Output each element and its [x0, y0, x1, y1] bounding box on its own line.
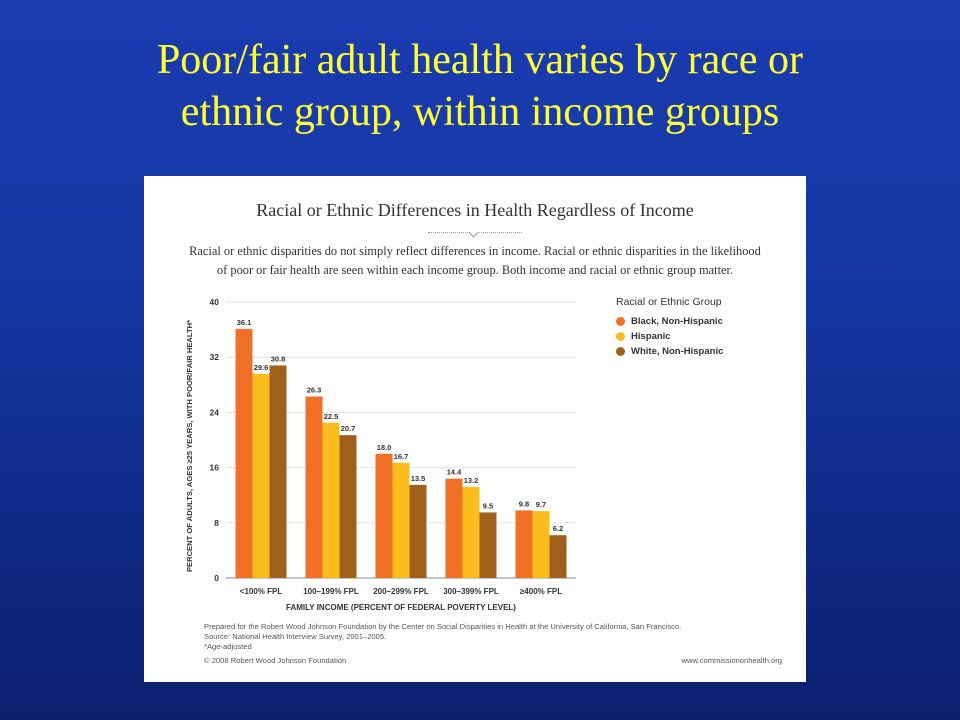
bar-white-non-hispanic-1 — [269, 365, 287, 578]
y-tick-label-0: 0 — [214, 573, 219, 583]
bar-black-non-hispanic-5 — [515, 510, 533, 578]
legend-swatch-black-non-hispanic — [616, 317, 625, 326]
bar-hispanic-2 — [322, 422, 340, 578]
bar-black-non-hispanic-2 — [305, 396, 323, 578]
legend-item-black-non-hispanic: Black, Non-Hispanic — [616, 314, 796, 329]
chart-footer: Prepared for the Robert Wood Johnson Fou… — [204, 622, 794, 652]
value-label-white-non-hispanic-1: 30.8 — [271, 354, 286, 363]
legend-item-hispanic: Hispanic — [616, 329, 796, 344]
y-tick-label-40: 40 — [210, 297, 220, 307]
chart-subtitle-line-1: Racial or ethnic disparities do not simp… — [189, 244, 761, 258]
chart-legend: Racial or Ethnic Group Black, Non-Hispan… — [616, 296, 796, 359]
bar-hispanic-4 — [462, 486, 480, 578]
y-tick-label-8: 8 — [214, 518, 219, 528]
x-tick-label-2: 100–199% FPL — [303, 587, 359, 596]
footer-note: *Age-adjusted — [204, 642, 252, 651]
slide-title: Poor/fair adult health varies by race or… — [40, 34, 920, 138]
value-label-hispanic-1: 29.6 — [254, 363, 269, 372]
value-label-black-non-hispanic-2: 26.3 — [307, 386, 322, 395]
y-tick-label-16: 16 — [210, 463, 220, 473]
x-axis-label: FAMILY INCOME (PERCENT OF FEDERAL POVERT… — [286, 603, 516, 612]
legend-label-white-non-hispanic: White, Non-Hispanic — [631, 346, 724, 357]
bar-white-non-hispanic-5 — [549, 535, 567, 578]
slide-title-line-1: Poor/fair adult health varies by race or — [156, 37, 804, 83]
chart-subtitle-line-2: of poor or fair health are seen within e… — [216, 263, 734, 277]
bar-white-non-hispanic-4 — [479, 512, 497, 578]
value-label-black-non-hispanic-4: 14.4 — [447, 468, 462, 477]
value-label-white-non-hispanic-4: 9.5 — [483, 501, 493, 510]
bar-hispanic-5 — [532, 511, 550, 578]
value-label-hispanic-2: 22.5 — [324, 412, 339, 421]
bar-black-non-hispanic-3 — [375, 453, 393, 578]
footer-copyright: © 2008 Robert Wood Johnson Foundation — [204, 656, 347, 665]
x-tick-label-1: <100% FPL — [240, 587, 283, 596]
value-label-hispanic-3: 16.7 — [394, 452, 409, 461]
footer-source: Source: National Health Interview Survey… — [204, 632, 387, 641]
bar-white-non-hispanic-2 — [339, 435, 357, 578]
value-label-hispanic-5: 9.7 — [536, 500, 546, 509]
value-label-black-non-hispanic-5: 9.8 — [519, 499, 529, 508]
footer-prepared-by: Prepared for the Robert Wood Johnson Fou… — [204, 622, 682, 631]
chart-card: Racial or Ethnic Differences in Health R… — [144, 176, 806, 682]
chart-title: Racial or Ethnic Differences in Health R… — [256, 200, 694, 220]
y-tick-label-32: 32 — [210, 352, 220, 362]
value-label-black-non-hispanic-1: 36.1 — [237, 318, 252, 327]
chart-footer-bottom: © 2008 Robert Wood Johnson Foundation ww… — [204, 656, 782, 665]
bar-hispanic-1 — [252, 373, 270, 578]
x-tick-label-5: ≥400% FPL — [520, 587, 562, 596]
chart-subtitle: Racial or ethnic disparities do not simp… — [154, 242, 796, 280]
bar-white-non-hispanic-3 — [409, 484, 427, 578]
slide-title-line-2: ethnic group, within income groups — [180, 89, 780, 135]
bar-black-non-hispanic-1 — [235, 328, 253, 578]
value-label-black-non-hispanic-3: 18.0 — [377, 443, 392, 452]
x-tick-label-3: 200–299% FPL — [373, 587, 429, 596]
value-label-white-non-hispanic-3: 13.5 — [411, 474, 426, 483]
value-label-white-non-hispanic-2: 20.7 — [341, 424, 356, 433]
y-tick-label-24: 24 — [210, 407, 220, 417]
legend-swatch-hispanic — [616, 332, 625, 341]
value-label-hispanic-4: 13.2 — [464, 476, 479, 485]
legend-swatch-white-non-hispanic — [616, 347, 625, 356]
legend-label-black-non-hispanic: Black, Non-Hispanic — [631, 316, 723, 327]
bar-black-non-hispanic-4 — [445, 478, 463, 578]
footer-website: www.commissiononhealth.org — [681, 656, 782, 665]
legend-item-white-non-hispanic: White, Non-Hispanic — [616, 344, 796, 359]
legend-label-hispanic: Hispanic — [631, 331, 671, 342]
bar-hispanic-3 — [392, 462, 410, 578]
legend-title: Racial or Ethnic Group — [616, 296, 722, 308]
y-axis-label: PERCENT OF ADULTS, AGES ≥25 YEARS, WITH … — [185, 320, 194, 572]
x-tick-label-4: 300–399% FPL — [443, 587, 499, 596]
value-label-white-non-hispanic-5: 6.2 — [553, 524, 563, 533]
